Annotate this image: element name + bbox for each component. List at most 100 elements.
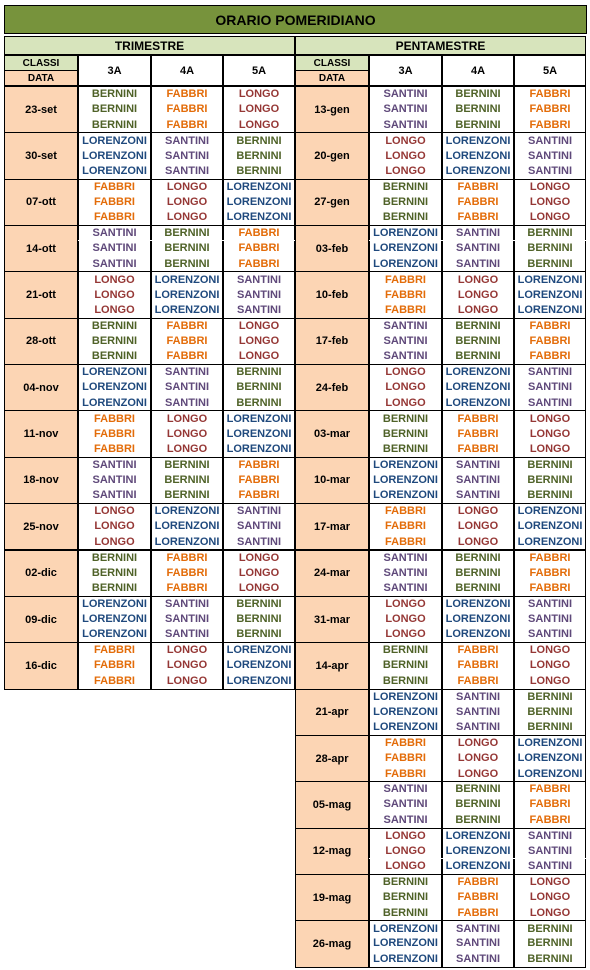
teacher-cell: SANTINI xyxy=(442,920,514,936)
date-cell: 20-gen xyxy=(295,132,369,180)
teacher-cell: FABBRI xyxy=(442,425,514,442)
date-cell: 13-gen xyxy=(295,86,369,134)
teacher-cell: SANTINI xyxy=(223,302,295,319)
teacher-cell: FABBRI xyxy=(78,642,151,658)
teacher-cell: FABBRI xyxy=(442,904,514,922)
teacher-cell: LONGO xyxy=(151,194,223,210)
teacher-cell: BERNINI xyxy=(223,364,295,380)
teacher-cell: FABBRI xyxy=(369,271,442,287)
teacher-cell: LORENZONI xyxy=(223,642,295,658)
teacher-cell: FABBRI xyxy=(514,317,586,334)
teacher-cell: BERNINI xyxy=(369,889,442,905)
teacher-cell: FABBRI xyxy=(514,796,586,813)
teacher-cell: SANTINI xyxy=(369,564,442,581)
teacher-cell: LONGO xyxy=(369,163,442,180)
teacher-cell: SANTINI xyxy=(442,704,514,720)
teacher-cell: LONGO xyxy=(223,549,295,565)
teacher-cell: LONGO xyxy=(514,178,586,195)
teacher-cell: SANTINI xyxy=(514,379,586,395)
teacher-cell: SANTINI xyxy=(442,472,514,488)
teacher-cell: LORENZONI xyxy=(369,472,442,488)
date-cell: 30-set xyxy=(4,132,78,180)
teacher-cell: FABBRI xyxy=(514,116,586,134)
teacher-cell: LORENZONI xyxy=(369,240,442,256)
teacher-cell: FABBRI xyxy=(514,549,586,565)
teacher-cell: FABBRI xyxy=(223,487,295,505)
teacher-cell: FABBRI xyxy=(78,410,151,426)
teacher-cell: LORENZONI xyxy=(151,503,223,519)
teacher-cell: BERNINI xyxy=(369,425,442,442)
teacher-cell: BERNINI xyxy=(369,178,442,195)
teacher-cell: LORENZONI xyxy=(442,827,514,844)
teacher-cell: FABBRI xyxy=(514,333,586,349)
teacher-cell: LORENZONI xyxy=(151,271,223,287)
date-cell: 24-feb xyxy=(295,364,369,412)
teacher-cell: LORENZONI xyxy=(514,750,586,766)
teacher-cell: BERNINI xyxy=(442,333,514,349)
teacher-cell: BERNINI xyxy=(78,317,151,334)
teacher-cell: LORENZONI xyxy=(514,302,586,319)
teacher-cell: FABBRI xyxy=(514,781,586,797)
teacher-cell: FABBRI xyxy=(442,673,514,690)
teacher-cell: SANTINI xyxy=(223,503,295,519)
teacher-cell: BERNINI xyxy=(78,333,151,349)
teacher-cell: LONGO xyxy=(514,673,586,690)
teacher-cell: LORENZONI xyxy=(223,209,295,227)
teacher-cell: LORENZONI xyxy=(223,425,295,442)
date-cell: 27-gen xyxy=(295,178,369,227)
date-cell: 21-apr xyxy=(295,688,369,736)
teacher-cell: SANTINI xyxy=(442,719,514,736)
teacher-cell: SANTINI xyxy=(514,364,586,380)
teacher-cell: SANTINI xyxy=(369,317,442,334)
class-header: 3A xyxy=(78,55,151,86)
teacher-cell: SANTINI xyxy=(78,240,151,256)
teacher-cell: LORENZONI xyxy=(369,456,442,473)
teacher-cell: LONGO xyxy=(151,209,223,227)
teacher-cell: LONGO xyxy=(78,286,151,303)
teacher-cell: LONGO xyxy=(442,765,514,783)
teacher-cell: FABBRI xyxy=(442,889,514,905)
teacher-cell: LORENZONI xyxy=(369,688,442,704)
header-classi: CLASSI xyxy=(4,55,78,71)
teacher-cell: SANTINI xyxy=(514,163,586,180)
teacher-cell: LORENZONI xyxy=(223,410,295,426)
section-title: PENTAMESTRE xyxy=(295,36,586,55)
teacher-cell: LONGO xyxy=(514,209,586,227)
teacher-cell: FABBRI xyxy=(369,302,442,319)
teacher-cell: BERNINI xyxy=(223,595,295,612)
date-cell: 03-feb xyxy=(295,225,369,273)
teacher-cell: SANTINI xyxy=(151,379,223,395)
teacher-cell: LONGO xyxy=(442,518,514,535)
teacher-cell: BERNINI xyxy=(223,611,295,627)
title: ORARIO POMERIDIANO xyxy=(4,5,587,34)
teacher-cell: FABBRI xyxy=(223,255,295,273)
teacher-cell: SANTINI xyxy=(514,858,586,875)
teacher-cell: FABBRI xyxy=(151,101,223,117)
date-cell: 28-ott xyxy=(4,317,78,366)
teacher-cell: SANTINI xyxy=(78,472,151,488)
teacher-cell: SANTINI xyxy=(223,286,295,303)
teacher-cell: SANTINI xyxy=(514,843,586,859)
teacher-cell: LORENZONI xyxy=(442,626,514,644)
teacher-cell: BERNINI xyxy=(78,348,151,366)
teacher-cell: LORENZONI xyxy=(78,163,151,180)
teacher-cell: BERNINI xyxy=(369,194,442,210)
date-cell: 14-ott xyxy=(4,225,78,273)
teacher-cell: FABBRI xyxy=(442,410,514,426)
date-cell: 14-apr xyxy=(295,642,369,690)
teacher-cell: SANTINI xyxy=(442,688,514,704)
teacher-cell: LORENZONI xyxy=(223,178,295,195)
teacher-cell: LONGO xyxy=(369,132,442,148)
teacher-cell: LORENZONI xyxy=(78,379,151,395)
teacher-cell: FABBRI xyxy=(78,178,151,195)
teacher-cell: BERNINI xyxy=(223,132,295,148)
teacher-cell: LONGO xyxy=(223,348,295,366)
teacher-cell: BERNINI xyxy=(78,116,151,134)
teacher-cell: SANTINI xyxy=(369,333,442,349)
class-header: 5A xyxy=(223,55,295,86)
teacher-cell: LONGO xyxy=(78,503,151,519)
teacher-cell: BERNINI xyxy=(514,920,586,936)
teacher-cell: BERNINI xyxy=(78,101,151,117)
teacher-cell: BERNINI xyxy=(151,456,223,473)
teacher-cell: LONGO xyxy=(151,178,223,195)
